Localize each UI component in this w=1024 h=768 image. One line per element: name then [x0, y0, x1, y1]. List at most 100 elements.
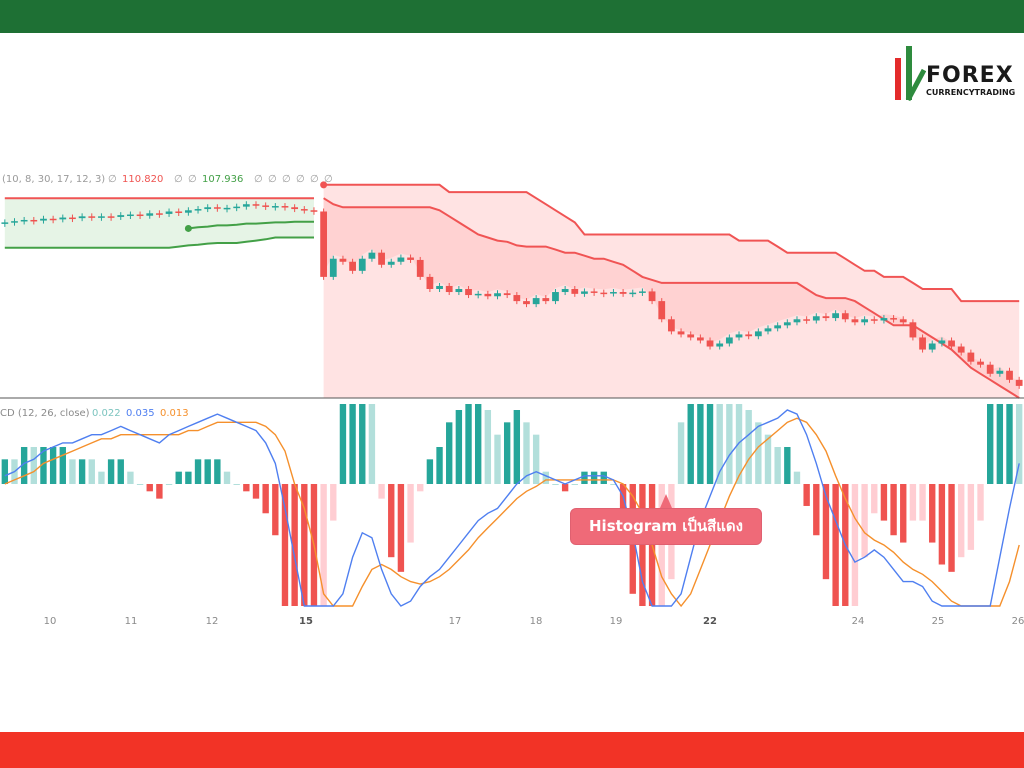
legend-value: ∅ [254, 174, 263, 185]
histogram-bar [388, 484, 395, 558]
candle [98, 216, 105, 218]
candle [745, 334, 753, 337]
histogram-bar [1015, 404, 1023, 484]
candle [870, 319, 878, 321]
legend-value: ∅ [188, 174, 197, 185]
histogram-bar [59, 447, 66, 484]
legend-value: ∅ [296, 174, 305, 185]
candle [242, 204, 250, 207]
candle [687, 334, 695, 338]
histogram-bar [706, 404, 714, 484]
histogram-bar [832, 484, 839, 606]
histogram-bar [281, 484, 289, 606]
candle [474, 293, 482, 296]
candle [69, 217, 76, 220]
histogram-bar [619, 484, 627, 521]
candle [252, 204, 260, 206]
histogram-bar [378, 484, 385, 499]
candle [416, 259, 424, 277]
macd-legend-prefix: CD (12, 26, close) [0, 408, 90, 419]
price-macd-chart: (10, 8, 30, 17, 12, 3) ∅ 110.820 ∅ ∅ 107.936 ∅… [0, 174, 1024, 627]
candle [436, 285, 443, 289]
histogram-callout: Histogram เป็นสีแดง [570, 508, 762, 545]
candle [146, 213, 154, 216]
histogram-bar [561, 484, 569, 492]
candle [1, 222, 9, 224]
candle [783, 322, 791, 326]
histogram-bar [503, 422, 511, 484]
histogram-bar [1006, 404, 1013, 484]
candle [561, 289, 569, 293]
histogram-bar [156, 484, 163, 499]
histogram-bar [165, 484, 173, 485]
histogram-bar [687, 404, 694, 484]
histogram-bar [30, 447, 37, 484]
logo-mark-icon [895, 46, 926, 102]
candle [996, 370, 1004, 374]
candle [600, 292, 608, 295]
legend-value: ∅ [174, 174, 183, 185]
candle [445, 285, 453, 293]
candle [204, 207, 212, 210]
candle [716, 343, 724, 347]
candle [339, 258, 347, 262]
histogram-bar [697, 404, 704, 484]
x-tick-label: 15 [299, 616, 313, 627]
candle [812, 316, 820, 321]
candle [136, 214, 144, 217]
histogram-bar [146, 484, 153, 492]
histogram-bar [996, 404, 1004, 484]
green-band-lower-line [4, 236, 314, 249]
candle [725, 337, 733, 344]
histogram-bar [320, 484, 327, 606]
histogram-bar [803, 484, 810, 506]
histogram-bar [426, 459, 434, 484]
histogram-bar [301, 484, 308, 606]
histogram-bar [581, 471, 588, 484]
candle [957, 346, 965, 353]
histogram-bar [175, 471, 182, 484]
histogram-bar [194, 459, 202, 484]
candle [397, 257, 405, 262]
signal-line [4, 417, 1020, 608]
macd-legend-histogram: 0.022 [92, 408, 121, 419]
top-banner [0, 0, 1024, 33]
candle [88, 216, 96, 218]
candle [648, 291, 656, 302]
histogram-bar [484, 410, 492, 484]
candle [503, 293, 511, 296]
candle [156, 213, 163, 215]
candle [213, 207, 221, 209]
candle [378, 252, 385, 265]
candle [30, 219, 38, 222]
candle [494, 293, 501, 297]
candle [639, 291, 646, 293]
histogram-bar [880, 484, 888, 521]
histogram-bar [542, 471, 549, 484]
histogram-bar [349, 404, 356, 484]
candle [175, 211, 183, 213]
histogram-bar [40, 447, 47, 484]
candle [484, 293, 492, 297]
candle [677, 331, 685, 335]
indicator-legend: (10, 8, 30, 17, 12, 3) ∅ 110.820 ∅ ∅ 107.936 ∅… [2, 174, 333, 185]
histogram-bar [600, 471, 607, 484]
histogram-bar [890, 484, 897, 536]
candle [986, 364, 994, 374]
candle [465, 289, 472, 296]
green-band-dot [184, 224, 192, 232]
candle [387, 261, 395, 265]
x-tick-label: 11 [125, 616, 138, 627]
candle [841, 313, 849, 320]
candle [793, 319, 801, 323]
candle [880, 318, 888, 321]
candle [754, 331, 762, 337]
candle [117, 215, 125, 217]
candle [977, 361, 984, 365]
histogram-bar [233, 484, 240, 485]
candle [194, 209, 202, 211]
candle [310, 210, 318, 212]
histogram-bar [639, 484, 646, 606]
candle [40, 218, 47, 221]
candle [861, 319, 868, 323]
